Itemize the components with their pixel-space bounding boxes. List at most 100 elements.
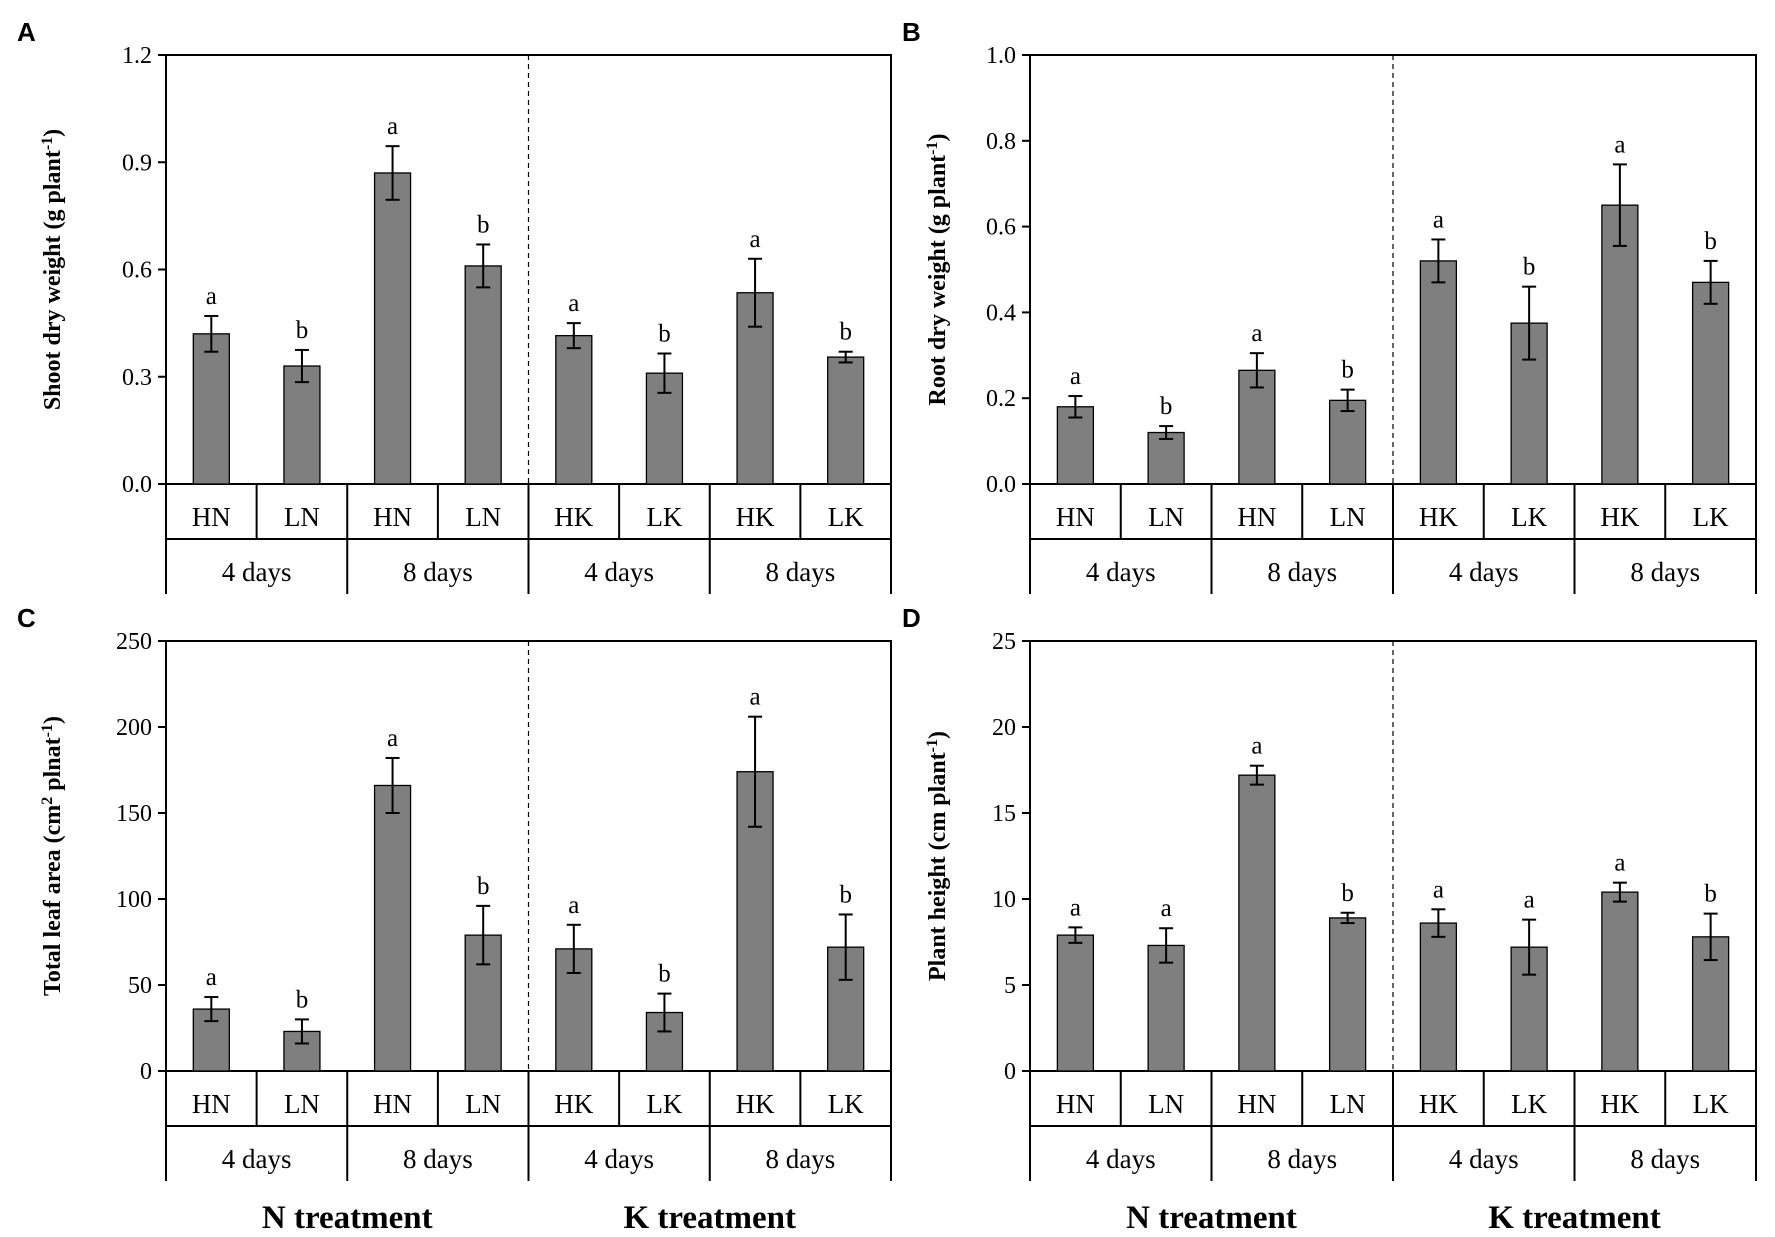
significance-label: a [1614, 131, 1625, 158]
y-tick-label: 0.8 [986, 129, 1016, 155]
bar [555, 334, 593, 485]
significance-label: b [1341, 880, 1354, 907]
y-axis-title: Shoot dry weight (g plant-1) [39, 129, 67, 410]
group-label: 4 days [222, 1144, 292, 1174]
y-tick-label: 15 [992, 801, 1016, 827]
bar [1328, 399, 1367, 485]
y-axis-title-part: plnat [40, 737, 66, 796]
panel-c: C 0 50 100 150 200 250 a b a b a b a b HN LN HN LN HK LK HK LK… [17, 603, 892, 1236]
significance-label: a [1433, 876, 1444, 903]
bar [827, 356, 865, 485]
significance-label: b [1523, 254, 1536, 281]
y-tick-label: 250 [116, 629, 152, 655]
y-tick-label: 0.4 [986, 300, 1016, 326]
y-axis-title-part: Total leaf area (cm [40, 805, 66, 996]
significance-label: a [1161, 895, 1172, 922]
significance-label: a [1614, 850, 1625, 877]
y-tick-label: 1.2 [122, 43, 152, 69]
significance-label: a [387, 725, 398, 752]
bar [1147, 944, 1185, 1072]
category-label: HK [1600, 1089, 1639, 1119]
group-label: 8 days [766, 1144, 836, 1174]
group-label: 8 days [766, 557, 836, 587]
y-axis-title: Plant height (cm plant-1) [924, 731, 952, 981]
y-tick-label: 0.0 [986, 472, 1016, 498]
group-label: 8 days [1267, 557, 1337, 587]
y-tick-label: 25 [992, 629, 1016, 655]
y-axis-title-superscript: -1 [924, 739, 941, 752]
y-tick-label: 0.3 [122, 365, 152, 391]
y-axis-title-superscript: -1 [924, 142, 941, 155]
y-axis-title-part: ) [925, 134, 951, 142]
category-label: LN [465, 1089, 501, 1119]
y-tick-label: 0.2 [986, 386, 1016, 412]
bar [192, 333, 230, 485]
bar [283, 365, 321, 485]
significance-label: b [1160, 393, 1173, 420]
category-label: LN [284, 502, 320, 532]
treatment-label: K treatment [623, 1200, 796, 1236]
category-label: HN [373, 502, 412, 532]
y-tick-label: 0.9 [122, 150, 152, 176]
significance-label: b [477, 873, 490, 900]
bar [1419, 922, 1458, 1072]
category-label: HN [1237, 502, 1276, 532]
category-label: HK [736, 502, 775, 532]
category-label: LK [646, 502, 682, 532]
y-tick-label: 0.6 [986, 215, 1016, 241]
significance-label: a [1433, 206, 1444, 233]
y-axis-title-part: Root dry weight (g plant [925, 155, 951, 406]
category-label: LK [1511, 1089, 1547, 1119]
significance-label: a [1524, 887, 1535, 914]
treatment-label: K treatment [1488, 1200, 1661, 1236]
significance-label: b [658, 321, 671, 348]
y-axis-title-part: ) [40, 716, 66, 724]
category-label: HN [373, 1089, 412, 1119]
bar [373, 784, 412, 1072]
bar [1601, 891, 1639, 1072]
category-label: LN [1330, 1089, 1366, 1119]
category-label: LN [465, 502, 501, 532]
group-label: 8 days [1630, 1144, 1700, 1174]
category-label: LN [1148, 1089, 1184, 1119]
y-tick-label: 0 [140, 1059, 152, 1085]
significance-label: a [1251, 733, 1262, 760]
bar [1238, 369, 1276, 485]
bar [1419, 260, 1458, 485]
y-tick-label: 0 [1004, 1059, 1016, 1085]
y-axis-title-part: ) [40, 129, 66, 137]
significance-label: b [1704, 881, 1717, 908]
significance-label: a [568, 892, 579, 919]
panel-b: B 0.0 0.2 0.4 0.6 0.8 1.0 a b a b a b a b HN LN HN LN HK LK H… [902, 17, 1757, 594]
category-label: HK [736, 1089, 775, 1119]
y-tick-label: 50 [128, 973, 152, 999]
panel-letter: A [17, 17, 36, 47]
y-axis-title-superscript: -1 [39, 137, 56, 150]
y-axis-title: Root dry weight (g plant-1) [924, 134, 952, 406]
bar [1691, 281, 1730, 485]
y-axis-title: Total leaf area (cm2 plnat-1) [39, 716, 67, 996]
category-label: LK [828, 1089, 864, 1119]
y-axis-title-part: Plant height (cm plant [925, 752, 951, 981]
y-axis-title-part: ) [925, 731, 951, 739]
category-label: HK [1419, 1089, 1458, 1119]
y-axis-title-superscript: -1 [39, 724, 56, 737]
group-label: 8 days [1267, 1144, 1337, 1174]
bar [645, 372, 684, 485]
significance-label: b [1341, 357, 1354, 384]
category-label: HN [1056, 502, 1095, 532]
y-tick-label: 20 [992, 715, 1016, 741]
y-tick-label: 10 [992, 887, 1016, 913]
significance-label: b [477, 211, 490, 238]
y-tick-label: 0.0 [122, 472, 152, 498]
category-label: HN [1237, 1089, 1276, 1119]
group-label: 8 days [403, 557, 473, 587]
treatment-label: N treatment [1126, 1200, 1297, 1236]
significance-label: a [1251, 320, 1262, 347]
category-label: HN [1056, 1089, 1095, 1119]
group-label: 8 days [403, 1144, 473, 1174]
significance-label: a [750, 684, 761, 711]
y-axis-title-part: Shoot dry weight (g plant [40, 150, 66, 410]
bar [464, 265, 502, 485]
